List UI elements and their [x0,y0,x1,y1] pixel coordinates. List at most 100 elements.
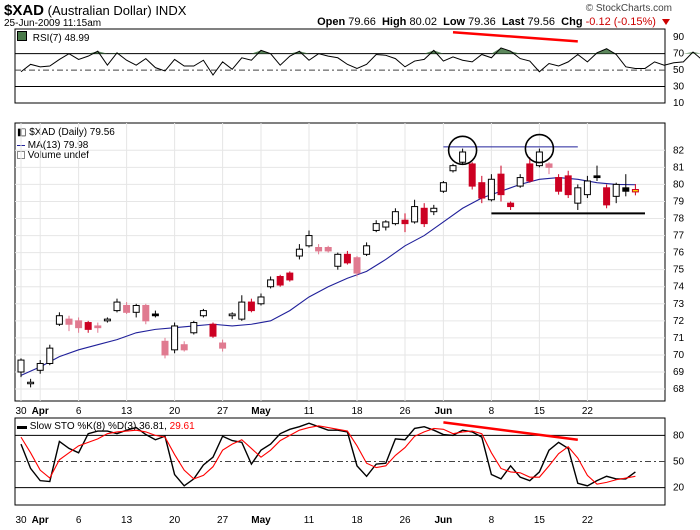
candle-body [75,320,83,329]
candle-body [276,275,284,286]
candle-body [459,151,467,163]
candle-body [103,318,111,322]
sto-xtick-label: Jun [435,515,453,526]
candle [75,317,83,333]
candle [526,157,534,183]
candle [36,360,44,374]
sto-xtick-label: 27 [217,515,229,526]
candle-body [622,187,630,192]
sto-legend: ▬ Slow STO %K(8) %D(3) 36.81, 29.61 [17,421,195,432]
instrument-name: (Australian Dollar) [47,3,152,18]
price-ytick-label: 69 [673,367,685,378]
candle [228,312,236,320]
price-xtick-label: 6 [76,406,82,417]
candle [151,310,159,318]
candle-body [257,296,265,305]
price-xtick-label: 20 [169,406,181,417]
candle [631,184,639,196]
candle [555,174,563,195]
timestamp: 25-Jun-2009 11:15am [4,18,102,29]
top-circle [524,133,555,164]
price-xtick-label: Jun [435,406,453,417]
candle [94,322,102,333]
candle [55,312,63,326]
rsi-ytick-label: 90 [673,32,685,43]
candle-body [315,247,323,252]
candle-body [17,359,25,373]
candle [372,220,380,233]
price-xtick-label: 22 [582,406,594,417]
candle-body [468,163,476,187]
candle-body [526,163,534,182]
candle-body [487,178,495,201]
candle [315,244,323,255]
candle-body [27,381,35,385]
candle-body [343,253,351,264]
candle [334,252,342,270]
chg-value: -0.12 (-0.15%) [585,16,656,28]
candle-body [209,323,217,337]
sto-xtick-label: 20 [169,515,181,526]
candle-body [55,315,63,325]
price-xtick-label: 11 [304,406,315,417]
candle [324,245,332,253]
sto-xtick-label: 6 [76,515,82,526]
candle [27,378,35,388]
high-label: High [381,16,407,28]
candle-body [132,304,140,313]
candle-body [151,313,159,317]
candle [363,242,371,257]
price-ytick-label: 73 [673,299,685,310]
last-label: Last [501,16,525,28]
candle-body [430,207,438,213]
candle-body [219,342,227,349]
sto-xtick-label: 13 [121,515,133,526]
rsi-overbought-fill [88,47,700,54]
candle [65,315,73,332]
top-circle [447,135,478,166]
sto-xtick-label: 26 [399,515,411,526]
ma-legend-text: MA(13) 79.98 [27,140,89,151]
sto-legend-icon: ▬ [17,421,27,432]
price-xtick-label: 15 [534,406,546,417]
candle [612,182,620,204]
candle [449,163,457,173]
price-xtick-label: 30 [15,406,27,417]
price-ytick-label: 74 [673,282,685,293]
candle-body [372,223,380,231]
price-ytick-label: 75 [673,265,685,276]
candle-body [142,304,150,322]
chart-title: $XAD (Australian Dollar) INDX [4,2,186,19]
price-ytick-label: 72 [673,316,685,327]
candle [487,174,495,202]
chg-label: Chg [561,16,583,28]
sto-xtick-label: 15 [534,515,546,526]
candle [190,320,198,335]
candle-body [353,257,361,274]
candle [343,250,351,265]
candle-body [507,202,515,208]
candle [382,220,390,231]
candle-body [286,272,294,281]
candle [420,203,428,228]
rsi-panel-frame [14,28,666,104]
price-ytick-label: 71 [673,333,685,344]
candle [507,201,515,210]
sto-trendline [443,421,578,441]
candle-body [478,182,486,199]
price-ytick-label: 80 [673,179,685,190]
candle-body [497,173,505,196]
candle [84,320,92,333]
rsi-legend-icon [17,31,27,41]
candle [132,303,140,318]
price-ytick-label: 82 [673,145,685,156]
candle-body [123,304,131,313]
candle [459,148,467,164]
candle [123,302,131,315]
candle-body [199,310,207,317]
rsi-ytick-label: 50 [673,65,685,76]
low-value: 79.36 [468,16,496,28]
sto-xtick-label: 30 [15,515,27,526]
candle [545,162,553,175]
sto-line-d [20,425,636,485]
